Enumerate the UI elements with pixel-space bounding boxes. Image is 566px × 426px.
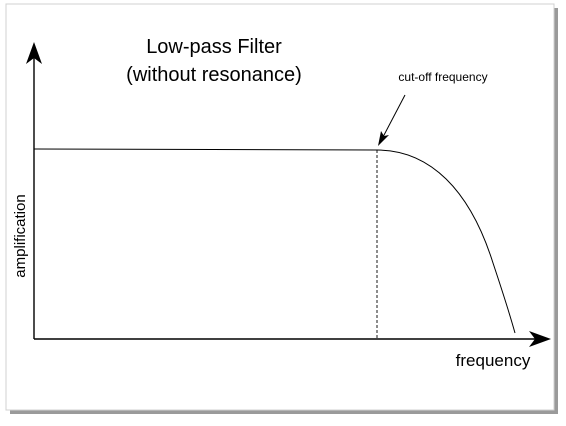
x-axis-arrowhead xyxy=(529,331,551,347)
diagram-title-line2: (without resonance) xyxy=(126,64,302,86)
y-axis-label: amplification xyxy=(12,194,29,277)
filter-response-curve xyxy=(33,148,516,334)
y-axis-arrowhead xyxy=(26,42,42,64)
cutoff-annotation-arrowhead xyxy=(378,131,389,146)
diagram-title-line1: Low-pass Filter xyxy=(146,36,282,58)
frame-border xyxy=(5,3,555,411)
cutoff-annotation-arrow-shaft xyxy=(382,94,406,138)
x-axis-label: frequency xyxy=(456,351,531,370)
cutoff-annotation-label: cut-off frequency xyxy=(398,70,487,84)
